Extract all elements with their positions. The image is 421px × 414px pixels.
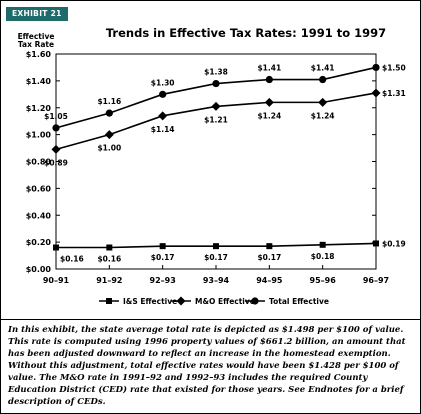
y-tick-label: $1.20 — [26, 104, 52, 113]
point-total-effective — [265, 75, 273, 84]
point-m-o-effective — [318, 97, 328, 107]
data-label-total-effective: $1.38 — [204, 68, 228, 77]
point-i-s-effective — [53, 244, 59, 251]
data-label-total-effective: $1.41 — [311, 64, 335, 73]
y-tick-label: $0.20 — [26, 238, 52, 247]
point-total-effective — [105, 109, 113, 117]
legend-marker-i-s-effective — [106, 298, 112, 304]
data-label-i-s-effective: $0.19 — [382, 239, 406, 248]
x-tick-label: 94–95 — [256, 276, 283, 285]
data-label-m-o-effective: $1.21 — [204, 115, 228, 124]
x-tick-label: 95–96 — [310, 276, 337, 285]
x-tick-label: 96–97 — [363, 276, 389, 285]
y-tick-label: $0.60 — [26, 184, 52, 193]
chart-area: Trends in Effective Tax Rates: 1991 to 1… — [1, 1, 420, 319]
data-label-i-s-effective: $0.16 — [60, 255, 84, 264]
data-label-total-effective: $1.05 — [44, 112, 68, 121]
caption-divider — [1, 319, 420, 320]
data-label-total-effective: $1.30 — [151, 78, 175, 87]
data-label-i-s-effective: $0.17 — [257, 253, 281, 262]
exhibit-label: EXHIBIT 21 — [6, 7, 68, 21]
legend-marker-m-o-effective — [176, 296, 186, 306]
point-i-s-effective — [159, 243, 166, 250]
x-tick-label: 90–91 — [43, 276, 70, 285]
y-axis-label: Tax Rate — [18, 40, 54, 49]
point-m-o-effective — [158, 111, 168, 121]
y-tick-label: $1.40 — [26, 77, 52, 86]
data-label-m-o-effective: $1.24 — [257, 111, 281, 120]
y-tick-label: $0.40 — [26, 211, 52, 220]
legend-label-m-o-effective: M&O Effective — [195, 297, 255, 306]
data-label-i-s-effective: $0.16 — [97, 255, 121, 264]
point-i-s-effective — [106, 244, 113, 251]
y-tick-label: $1.60 — [26, 50, 52, 59]
y-tick-label: $0.80 — [26, 158, 52, 167]
data-label-total-effective: $1.50 — [382, 63, 406, 72]
y-axis-label: Effective — [18, 32, 55, 41]
point-i-s-effective — [213, 243, 219, 250]
point-i-s-effective — [373, 240, 379, 247]
point-m-o-effective — [104, 130, 114, 140]
point-m-o-effective — [211, 101, 221, 111]
data-label-total-effective: $1.16 — [97, 97, 121, 106]
exhibit-caption: In this exhibit, the state average total… — [8, 325, 406, 407]
data-label-m-o-effective: $0.89 — [44, 158, 68, 167]
point-total-effective — [319, 75, 327, 84]
data-label-total-effective: $1.41 — [257, 64, 281, 73]
point-i-s-effective — [319, 241, 326, 248]
data-label-m-o-effective: $1.00 — [97, 144, 121, 153]
line-chart: Trends in Effective Tax Rates: 1991 to 1… — [18, 26, 406, 306]
data-label-m-o-effective: $1.31 — [382, 89, 406, 98]
y-tick-label: $0.00 — [26, 265, 52, 274]
data-label-m-o-effective: $1.24 — [311, 111, 335, 120]
point-total-effective — [212, 79, 220, 88]
point-total-effective — [52, 124, 60, 132]
legend-marker-total-effective — [251, 297, 259, 305]
x-tick-label: 93–94 — [203, 276, 230, 285]
y-tick-label: $1.00 — [26, 131, 52, 140]
x-tick-label: 91–92 — [96, 276, 122, 285]
legend-label-total-effective: Total Effective — [269, 297, 329, 306]
data-label-i-s-effective: $0.17 — [151, 253, 175, 262]
point-m-o-effective — [264, 97, 274, 107]
data-label-i-s-effective: $0.18 — [311, 252, 335, 261]
point-total-effective — [159, 90, 167, 98]
point-m-o-effective — [371, 88, 381, 98]
x-tick-label: 92–93 — [150, 276, 176, 285]
point-i-s-effective — [266, 243, 273, 250]
point-total-effective — [372, 63, 380, 72]
data-label-m-o-effective: $1.14 — [151, 125, 175, 134]
legend-label-i-s-effective: I&S Effective — [123, 297, 177, 306]
point-m-o-effective — [51, 144, 61, 154]
data-label-i-s-effective: $0.17 — [204, 253, 228, 262]
chart-title: Trends in Effective Tax Rates: 1991 to 1… — [106, 26, 386, 40]
